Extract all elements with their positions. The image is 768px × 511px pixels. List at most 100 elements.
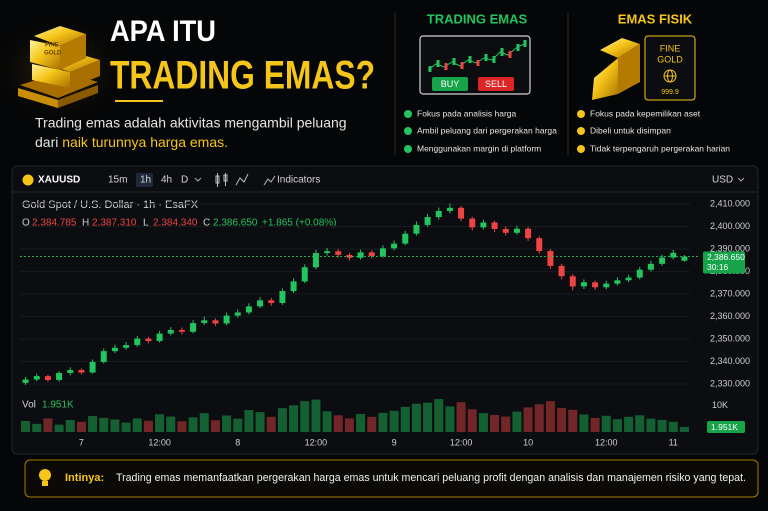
candle-body bbox=[458, 207, 465, 219]
interval[interactable]: 4h bbox=[161, 175, 172, 186]
ohlc-legend: O 2,384.785 H 2,387.310 L 2,384.340 C 2,386.650… bbox=[22, 218, 337, 229]
currency[interactable]: USD bbox=[712, 175, 733, 186]
legend-key: O bbox=[22, 218, 30, 229]
volume-bar bbox=[143, 420, 153, 432]
bar-text: GOLD bbox=[657, 54, 683, 64]
candle-body bbox=[502, 228, 509, 233]
volume-bar bbox=[501, 416, 511, 432]
y-tick-label: 2,360.000 bbox=[710, 311, 750, 321]
legend-value: 2,387.310 bbox=[92, 218, 137, 229]
legend-value: 2,384.785 bbox=[32, 218, 77, 229]
gold-bars-illustration: FINE GOLD bbox=[18, 26, 100, 108]
volume-bar bbox=[132, 418, 142, 432]
interval[interactable]: D bbox=[181, 175, 188, 186]
candle-body bbox=[558, 265, 565, 277]
candle-body bbox=[525, 228, 532, 239]
candle-body bbox=[391, 243, 398, 249]
volume-bar bbox=[177, 421, 187, 432]
volume-value: 1.951K bbox=[42, 400, 74, 411]
panel-point: Ambil peluang dari pergerakan harga bbox=[417, 125, 557, 135]
volume-bar bbox=[277, 408, 287, 432]
candle-body bbox=[681, 256, 688, 261]
candle-body bbox=[446, 207, 453, 211]
volume-bar bbox=[155, 414, 165, 432]
candle-body bbox=[569, 276, 576, 287]
check-icons bbox=[404, 110, 412, 153]
symbol[interactable]: XAUUSD bbox=[38, 175, 80, 186]
svg-text:GOLD: GOLD bbox=[44, 51, 62, 57]
volume-value-box bbox=[707, 421, 745, 433]
volume-bar bbox=[668, 421, 678, 432]
candle-body bbox=[324, 251, 331, 254]
svg-text:FINE: FINE bbox=[45, 43, 59, 49]
bar-text: FINE bbox=[660, 43, 681, 53]
indicators[interactable]: Indicators bbox=[277, 175, 320, 186]
candle-body bbox=[123, 345, 130, 348]
candle-body bbox=[268, 300, 275, 303]
y-tick-label: 2,390.000 bbox=[710, 243, 750, 253]
chart-type-icons[interactable] bbox=[215, 173, 249, 187]
symbol-icon bbox=[22, 174, 34, 186]
volume-bar bbox=[523, 407, 533, 432]
candle-body bbox=[78, 370, 85, 373]
volume-title: Vol bbox=[22, 400, 36, 411]
chart-subtitle: Gold Spot / U.S. Dollar · 1h · EsaFX bbox=[22, 199, 199, 211]
volume-bar bbox=[289, 405, 299, 432]
volume-bar bbox=[65, 419, 75, 432]
candle-body bbox=[379, 248, 386, 256]
volume-bar bbox=[356, 413, 366, 432]
x-tick-label: 9 bbox=[392, 437, 397, 447]
last-price-box bbox=[703, 251, 745, 274]
volume-bar bbox=[166, 416, 176, 432]
candle-body bbox=[134, 338, 141, 346]
volume-bar bbox=[590, 417, 600, 432]
title-line-2: TRADING EMAS? bbox=[110, 54, 375, 98]
volume-bar bbox=[367, 416, 377, 432]
candle-body bbox=[659, 257, 666, 264]
candle-body bbox=[636, 269, 643, 278]
candle-body bbox=[290, 281, 297, 292]
candle-body bbox=[245, 306, 252, 313]
candle-body bbox=[368, 252, 375, 256]
candle-body bbox=[614, 280, 621, 284]
panel-title: EMAS FISIK bbox=[618, 11, 693, 26]
y-tick-label: 2,350.000 bbox=[710, 333, 750, 343]
interval[interactable]: 1h bbox=[140, 175, 151, 186]
volume-bar bbox=[568, 409, 578, 432]
candle-body bbox=[178, 330, 185, 332]
panel-point: Tidak terpengaruh pergerakan harian bbox=[590, 143, 730, 153]
candle-body bbox=[301, 267, 308, 282]
candle-body bbox=[56, 372, 63, 380]
volume-bar bbox=[266, 416, 276, 432]
candle-body bbox=[625, 277, 632, 281]
description: dari naik turunnya harga emas. bbox=[35, 134, 228, 150]
volume-bar bbox=[512, 411, 522, 432]
volume-bar bbox=[557, 407, 567, 432]
candle-body bbox=[212, 320, 219, 324]
bulb-icon bbox=[39, 469, 51, 486]
candle-body bbox=[111, 347, 118, 352]
volume-bar bbox=[679, 426, 689, 432]
volume-bar bbox=[333, 415, 343, 432]
volume-bar bbox=[21, 421, 31, 432]
volume-bar bbox=[423, 402, 433, 432]
candle-body bbox=[435, 210, 442, 218]
interval[interactable]: 15m bbox=[108, 175, 127, 186]
x-tick-label: 8 bbox=[235, 437, 240, 447]
dropdown-icon[interactable] bbox=[194, 177, 202, 182]
candle-body bbox=[89, 361, 96, 373]
candle-body bbox=[592, 282, 599, 288]
legend-key: C bbox=[203, 218, 210, 229]
volume-bar bbox=[188, 417, 198, 432]
countdown: 30:16 bbox=[707, 262, 729, 272]
indicators-icon[interactable] bbox=[263, 175, 276, 186]
y-tick-label: 2,400.000 bbox=[710, 221, 750, 231]
candle-body bbox=[580, 282, 587, 287]
candle-body bbox=[201, 320, 208, 324]
volume-bar bbox=[646, 418, 656, 432]
chart: 2,330.000 2,340.000 2,350.000 2,360.000 2,37… bbox=[20, 198, 750, 447]
purity: 999.9 bbox=[661, 89, 679, 96]
candle-body bbox=[145, 338, 152, 342]
dropdown-icon[interactable] bbox=[737, 177, 745, 182]
